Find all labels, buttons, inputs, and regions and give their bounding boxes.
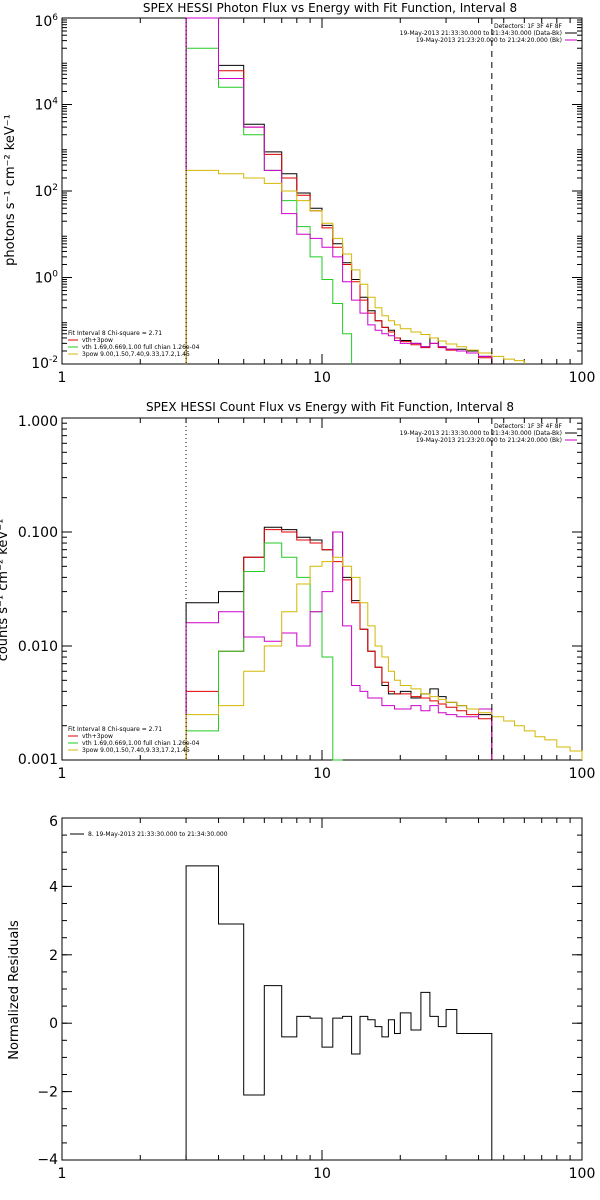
residuals-series	[185, 865, 493, 1160]
y-tick-label: −4	[37, 1152, 58, 1168]
y-tick-label: 6	[49, 814, 58, 830]
y-tick-label: 104	[34, 97, 58, 114]
legend-top-entry: Detectors: 1F 3F 4F 8F	[494, 423, 563, 430]
y-tick-label: −2	[37, 1085, 58, 1101]
series-4-step-line	[185, 169, 525, 364]
count-markers	[185, 418, 493, 760]
residuals-legend: 8. 19-May-2013 21:33:30.000 to 21:34:30.…	[70, 831, 228, 838]
x-tick-label: 100	[569, 1166, 596, 1182]
photon-plot-frame	[61, 17, 583, 365]
count-series	[185, 526, 583, 761]
series-4-step-line	[185, 556, 583, 760]
x-tick-label: 100	[569, 370, 596, 386]
x-tick-label: 10	[313, 1166, 331, 1182]
x-tick-label: 1	[58, 766, 67, 782]
legend-bottom-entry: vth+3pow	[82, 733, 113, 740]
y-tick-label: 0.100	[18, 525, 58, 541]
series-0-step-line	[185, 17, 493, 364]
residuals-x-axis: 1 10 100	[58, 818, 596, 1182]
photon-legend-bottom: Fit Interval 8 Chi-square = 2.71vth+3pow…	[68, 330, 200, 358]
x-tick-label: 10	[313, 370, 331, 386]
series-3-step-line	[185, 17, 493, 364]
legend-bottom-entry: Fit Interval 8 Chi-square = 2.71	[68, 726, 162, 733]
legend-bottom-entry: vth 1.69,0.669,1.00 full chian 1.26e-04	[82, 740, 200, 747]
y-tick-label: 102	[34, 183, 58, 200]
series-1-step-line	[185, 529, 493, 760]
series-3-step-line	[185, 531, 493, 760]
y-tick-label: 4	[49, 879, 58, 895]
legend-bottom-entry: Fit Interval 8 Chi-square = 2.71	[68, 330, 162, 337]
legend-top-entry: 19-May-2013 21:23:20.000 to 21:24:20.000…	[416, 437, 562, 444]
count-y-axis: 1.000 0.100 0.010 0.001	[18, 414, 582, 768]
photon-y-axis-label: photons s⁻¹ cm⁻² keV⁻¹	[3, 114, 18, 266]
legend-bottom-entry: 3pow 9.00,1.50,7.40,9.33,17.2,1.45	[82, 351, 190, 358]
y-tick-label: 106	[34, 13, 58, 30]
legend-top-entry: 19-May-2013 21:33:30.000 to 21:34:30.000…	[400, 30, 562, 37]
photon-series	[185, 17, 525, 364]
residuals-y-axis-label: Normalized Residuals	[7, 920, 22, 1060]
y-tick-label: 10-2	[31, 355, 58, 372]
series-2-step-line	[185, 542, 343, 761]
legend-top-entry: 19-May-2013 21:23:20.000 to 21:24:20.000…	[416, 37, 562, 44]
photon-flux-panel: SPEX HESSI Photon Flux vs Energy with Fi…	[3, 1, 595, 386]
series-0-step-line	[185, 865, 493, 1160]
count-flux-panel: SPEX HESSI Count Flux vs Energy with Fit…	[0, 400, 595, 782]
residuals-plot-frame	[61, 817, 583, 1161]
residuals-y-axis: 6 4 2 0 −2 −4	[37, 814, 582, 1168]
count-plot-frame	[61, 417, 583, 761]
residuals-panel: 1 10 100 6 4 2 0 −2 −4 8. 19-May-2013 21:33:30.…	[7, 814, 595, 1182]
y-tick-label: 0	[49, 1016, 58, 1032]
y-tick-label: 2	[49, 948, 58, 964]
legend-top-entry: Detectors: 1F 3F 4F 8F	[494, 23, 563, 30]
legend-entry: 8. 19-May-2013 21:33:30.000 to 21:34:30.…	[88, 831, 228, 838]
legend-bottom-entry: 3pow 9.00,1.50,7.40,9.33,17.2,1.45	[82, 747, 190, 754]
series-1-step-line	[185, 17, 493, 364]
photon-markers	[185, 18, 493, 364]
series-2-step-line	[185, 47, 353, 364]
y-tick-label: 100	[34, 270, 58, 287]
photon-y-axis: 106 104 102 100 10-2	[31, 13, 582, 372]
x-tick-label: 100	[569, 766, 596, 782]
x-tick-label: 10	[313, 766, 331, 782]
legend-top-entry: 19-May-2013 21:33:30.000 to 21:34:30.000…	[400, 430, 562, 437]
x-tick-label: 1	[58, 370, 67, 386]
y-tick-label: 1.000	[18, 414, 58, 430]
legend-bottom-entry: vth 1.69,0.669,1.00 full chian 1.26e-04	[82, 344, 200, 351]
count-legend-bottom: Fit Interval 8 Chi-square = 2.71vth+3pow…	[68, 726, 200, 754]
y-tick-label: 0.001	[18, 752, 58, 768]
y-tick-label: 0.010	[18, 639, 58, 655]
x-tick-label: 1	[58, 1166, 67, 1182]
count-chart-title: SPEX HESSI Count Flux vs Energy with Fit…	[146, 400, 514, 414]
series-0-step-line	[185, 526, 493, 760]
legend-bottom-entry: vth+3pow	[82, 337, 113, 344]
photon-chart-title: SPEX HESSI Photon Flux vs Energy with Fi…	[143, 1, 517, 15]
photon-x-axis: 1 10 100	[58, 18, 596, 386]
count-y-axis-label: counts s⁻¹ cm⁻² keV⁻¹	[0, 519, 11, 662]
